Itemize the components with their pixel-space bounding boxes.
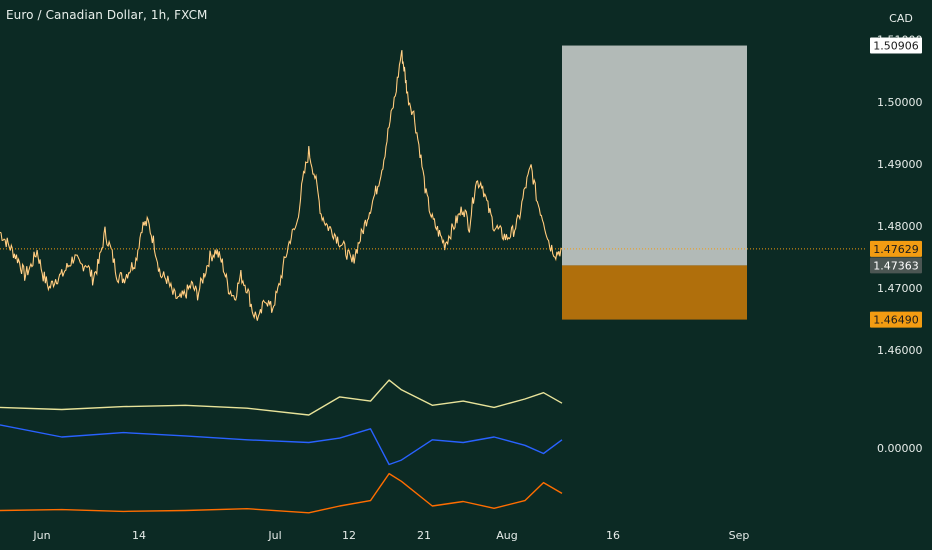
- x-tick-label: 14: [132, 529, 146, 542]
- price-tag: [870, 311, 922, 328]
- price-wick-line: [0, 50, 563, 321]
- y-tick-label: 1.47000: [877, 282, 923, 295]
- x-tick-label: 12: [342, 529, 356, 542]
- chart-title: Euro / Canadian Dollar, 1h, FXCM: [6, 8, 208, 22]
- x-tick-label: 21: [417, 529, 431, 542]
- profit-zone: [562, 45, 747, 266]
- x-tick-label: Aug: [496, 529, 517, 542]
- indicator-line-2: [0, 424, 563, 466]
- price-tags: 1.50906 1.47629 1.47363 1.46490: [870, 37, 922, 328]
- x-tick-label: Jul: [267, 529, 281, 542]
- loss-zone: [562, 265, 747, 320]
- indicator-line-3: [0, 472, 563, 514]
- position-tool[interactable]: [562, 45, 747, 320]
- price-tag: [870, 240, 922, 257]
- x-tick-label: Sep: [729, 529, 750, 542]
- indicator-zero-label: 0.00000: [877, 442, 923, 455]
- x-tick-label: Jun: [32, 529, 50, 542]
- price-tag-label: 1.47363: [873, 259, 919, 272]
- y-tick-label: 1.49000: [877, 158, 923, 171]
- price-line: [0, 50, 563, 321]
- price-tag-label: 1.46490: [873, 314, 919, 327]
- y-tick-label: 1.46000: [877, 344, 923, 357]
- y-tick-label: 1.48000: [877, 220, 923, 233]
- price-series: [0, 50, 866, 321]
- price-tag-label: 1.47629: [873, 243, 919, 256]
- indicator-panel: [0, 379, 563, 514]
- time-axis[interactable]: Jun 14 Jul 12 21 Aug 16 Sep: [32, 529, 749, 542]
- y-tick-label: 1.50000: [877, 96, 923, 109]
- price-tag: [870, 257, 922, 274]
- x-tick-label: 16: [606, 529, 620, 542]
- indicator-line-1: [0, 379, 563, 416]
- price-tag: [870, 37, 922, 54]
- price-tag-label: 1.50906: [873, 40, 919, 53]
- currency-label: CAD: [889, 12, 913, 25]
